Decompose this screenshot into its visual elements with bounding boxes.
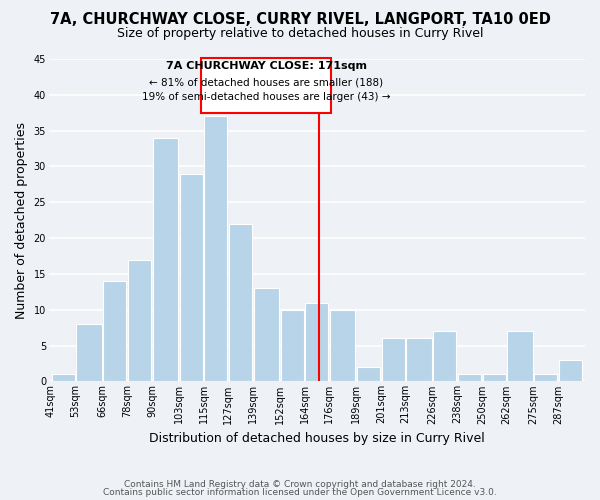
Text: 7A, CHURCHWAY CLOSE, CURRY RIVEL, LANGPORT, TA10 0ED: 7A, CHURCHWAY CLOSE, CURRY RIVEL, LANGPO… — [50, 12, 550, 28]
Bar — [281, 310, 304, 382]
Bar — [483, 374, 506, 382]
FancyBboxPatch shape — [202, 58, 331, 112]
Bar — [52, 374, 75, 382]
Text: ← 81% of detached houses are smaller (188): ← 81% of detached houses are smaller (18… — [149, 78, 383, 88]
Bar — [76, 324, 101, 382]
Bar — [103, 281, 127, 382]
Bar — [406, 338, 431, 382]
Bar — [330, 310, 355, 382]
Bar — [153, 138, 178, 382]
Text: 7A CHURCHWAY CLOSE: 171sqm: 7A CHURCHWAY CLOSE: 171sqm — [166, 61, 367, 71]
Bar — [433, 331, 457, 382]
Bar — [254, 288, 279, 382]
Text: Size of property relative to detached houses in Curry Rivel: Size of property relative to detached ho… — [117, 28, 483, 40]
Bar — [229, 224, 252, 382]
Bar — [534, 374, 557, 382]
Bar — [179, 174, 203, 382]
Bar — [128, 260, 151, 382]
Bar — [357, 367, 380, 382]
Bar — [559, 360, 582, 382]
Bar — [508, 331, 533, 382]
X-axis label: Distribution of detached houses by size in Curry Rivel: Distribution of detached houses by size … — [149, 432, 485, 445]
Bar — [382, 338, 405, 382]
Bar — [205, 116, 227, 382]
Text: 19% of semi-detached houses are larger (43) →: 19% of semi-detached houses are larger (… — [142, 92, 391, 102]
Bar — [458, 374, 481, 382]
Bar — [305, 302, 328, 382]
Y-axis label: Number of detached properties: Number of detached properties — [15, 122, 28, 318]
Text: Contains public sector information licensed under the Open Government Licence v3: Contains public sector information licen… — [103, 488, 497, 497]
Text: Contains HM Land Registry data © Crown copyright and database right 2024.: Contains HM Land Registry data © Crown c… — [124, 480, 476, 489]
